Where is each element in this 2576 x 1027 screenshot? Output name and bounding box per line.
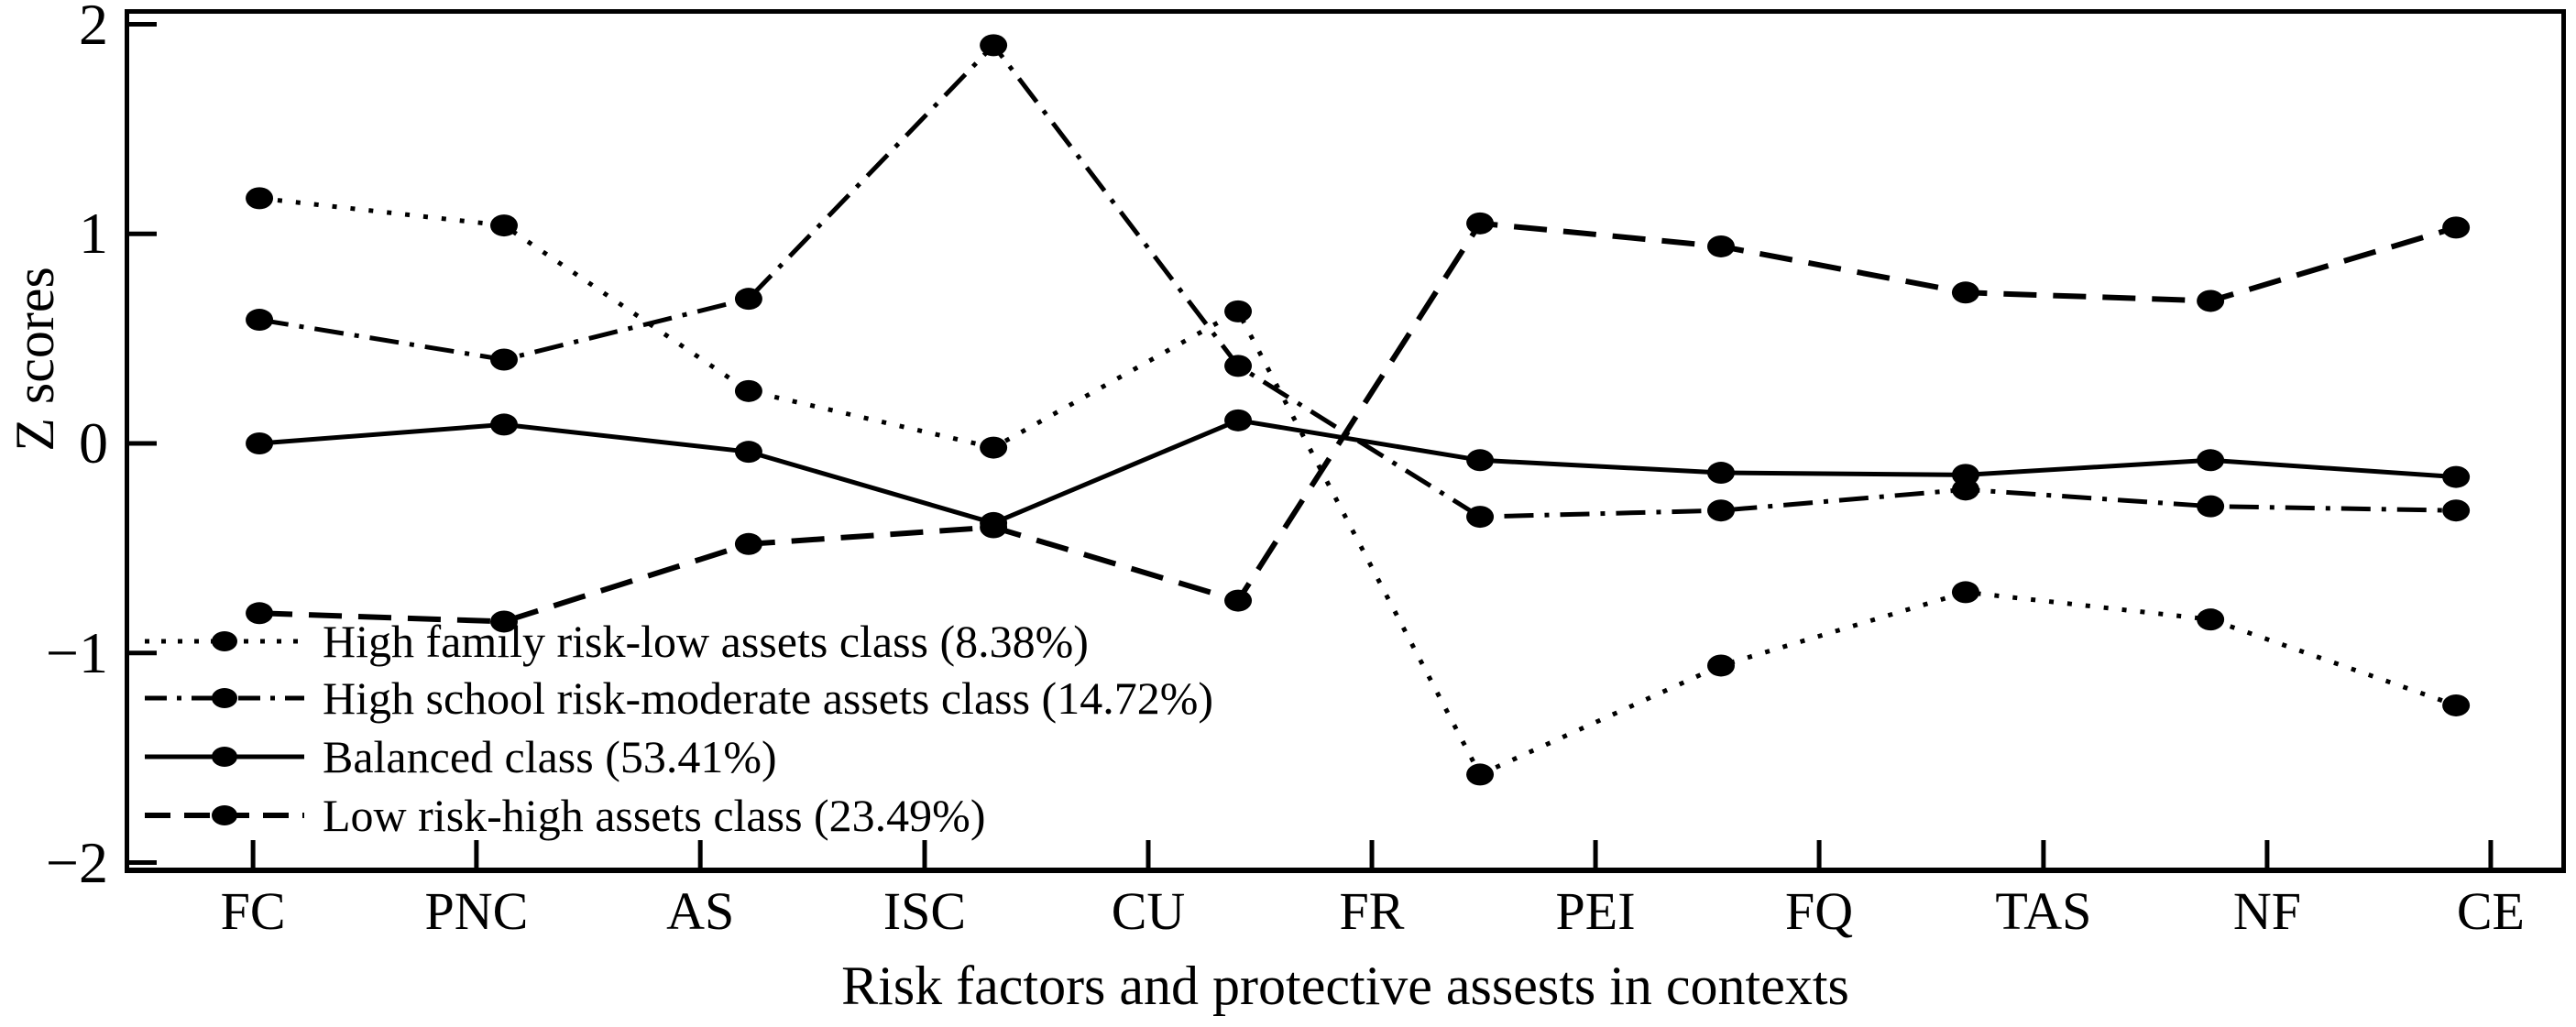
data-point-marker-s2-6 [1706,462,1735,485]
data-point-marker-s2-9 [2442,465,2471,488]
x-tick-label-pei: PEI [1555,881,1636,941]
data-point-marker-s2-0 [246,432,274,454]
x-axis-title: Risk factors and protective assests in c… [841,956,1849,1016]
y-tick-label-neg1: −1 [45,619,108,685]
data-point-marker-s1-3 [980,34,1008,57]
y-tick-label-1: 1 [79,201,108,267]
data-point-marker-s2-8 [2197,449,2225,472]
legend-label-high-school-risk: High school risk-moderate assets class (… [323,672,1213,724]
x-tick-label-pnc: PNC [424,881,529,941]
data-point-marker-s0-8 [2197,608,2225,631]
data-point-marker-s0-0 [246,187,274,210]
data-point-marker-s2-2 [734,441,762,464]
data-point-marker-s2-5 [1466,449,1495,472]
series-line-2 [258,418,2457,526]
x-tick-label-isc: ISC [882,881,967,941]
series-line-0 [258,195,2457,778]
data-point-marker-s0-4 [1224,300,1253,322]
x-tick-label-tas: TAS [1995,881,2092,941]
data-point-marker-s3-4 [1224,589,1253,612]
data-point-marker-s3-9 [2442,216,2471,239]
data-point-marker-s2-1 [489,413,518,436]
data-point-marker-s1-9 [2442,499,2471,522]
x-tick-label-fq: FQ [1785,881,1854,941]
data-point-marker-s0-5 [1466,763,1495,786]
x-tick-label-fc: FC [220,881,286,941]
y-tick-label-neg2: −2 [45,829,108,895]
data-point-marker-s1-6 [1706,499,1735,522]
series-line-1 [258,41,2457,519]
data-point-marker-s1-5 [1466,506,1495,529]
data-point-marker-s1-8 [2197,495,2225,518]
data-point-marker-s3-7 [1951,281,1979,304]
data-point-marker-s3-1 [489,610,518,633]
x-tick-label-fr: FR [1339,881,1405,941]
data-point-marker-s0-7 [1951,581,1979,604]
data-point-marker-s3-3 [980,516,1008,539]
data-point-marker-s1-1 [489,348,518,371]
x-tick-label-ce: CE [2456,881,2525,941]
data-point-marker-s1-2 [734,288,762,311]
legend-swatch-marker-3 [212,805,237,825]
data-point-marker-s0-3 [980,436,1008,459]
data-point-marker-s3-8 [2197,290,2225,312]
legend-label-low-risk: Low risk-high assets class (23.49%) [323,790,986,841]
data-point-marker-s3-0 [246,602,274,625]
data-point-marker-s3-6 [1706,235,1735,257]
x-tick-label-as: AS [666,881,735,941]
data-point-marker-s0-1 [489,214,518,237]
data-point-marker-s1-0 [246,309,274,332]
data-point-marker-s2-7 [1951,464,1979,486]
data-point-marker-s1-4 [1224,355,1253,377]
x-tick-label-cu: CU [1111,881,1186,941]
data-point-marker-s2-4 [1224,409,1253,432]
y-tick-label-2: 2 [79,0,108,57]
data-point-marker-s0-9 [2442,694,2471,716]
data-point-marker-s3-5 [1466,212,1495,235]
legend-swatch-marker-0 [212,631,237,651]
x-tick-label-nf: NF [2232,881,2301,941]
y-tick-label-0: 0 [79,410,108,475]
data-point-marker-s0-2 [734,379,762,402]
series-line-3 [258,220,2457,625]
data-point-marker-s0-6 [1706,654,1735,677]
legend-swatch-marker-2 [212,747,237,767]
legend-label-balanced: Balanced class (53.41%) [323,731,777,782]
data-point-marker-s3-2 [734,532,762,555]
legend-label-high-family-risk: High family risk-low assets class (8.38%… [323,616,1089,667]
legend-swatch-marker-1 [212,688,237,708]
y-axis-title: Z scores [5,267,65,452]
